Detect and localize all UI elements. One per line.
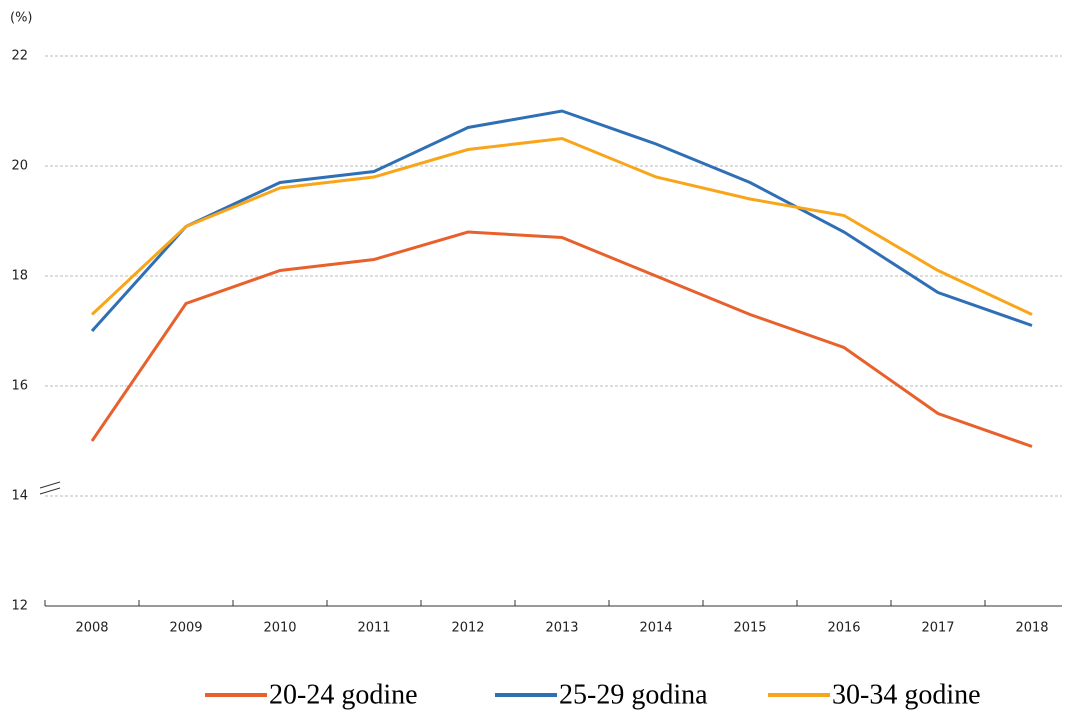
x-tick-label: 2016 bbox=[827, 621, 860, 636]
x-tick-label: 2015 bbox=[733, 621, 766, 636]
x-tick-label: 2017 bbox=[921, 621, 954, 636]
legend-label: 25-29 godina bbox=[559, 679, 708, 710]
legend-label: 30-34 godine bbox=[832, 679, 981, 710]
x-tick-label: 2010 bbox=[263, 621, 296, 636]
line-series bbox=[90, 136, 1033, 316]
y-tick-label: 12 bbox=[11, 599, 28, 614]
x-tick-label: 2011 bbox=[357, 621, 390, 636]
y-axis-label: (%) bbox=[10, 11, 33, 26]
axis-break bbox=[39, 481, 61, 495]
y-tick-label: 22 bbox=[11, 49, 28, 64]
y-tick-label: 14 bbox=[11, 489, 28, 504]
x-tick-label: 2018 bbox=[1015, 621, 1048, 636]
x-tick-label: 2013 bbox=[545, 621, 578, 636]
x-tick-label: 2008 bbox=[75, 621, 108, 636]
legend-label: 20-24 godine bbox=[269, 679, 418, 710]
x-tick-label: 2014 bbox=[639, 621, 672, 636]
line-series bbox=[90, 109, 1033, 333]
x-tick-label: 2012 bbox=[451, 621, 484, 636]
line-series bbox=[90, 230, 1033, 448]
y-tick-label: 20 bbox=[11, 159, 28, 174]
x-tick-label: 2009 bbox=[169, 621, 202, 636]
y-tick-label: 16 bbox=[11, 379, 28, 394]
y-tick-label: 18 bbox=[11, 269, 28, 284]
